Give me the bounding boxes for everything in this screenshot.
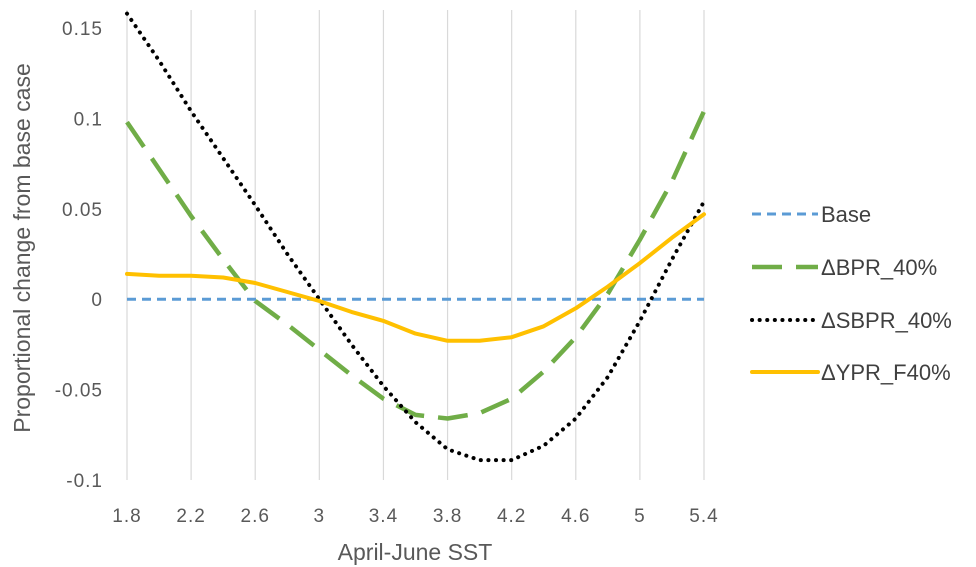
y-tick-label: -0.05 <box>55 381 103 402</box>
y-tick-label: 0.1 <box>74 109 103 130</box>
legend-label: Base <box>821 202 871 227</box>
x-tick-label: 2.6 <box>241 506 270 527</box>
series-lines <box>125 11 707 463</box>
y-tick-label: -0.1 <box>66 471 103 492</box>
y-axis-title: Proportional change from base case <box>9 63 35 433</box>
y-tick-labels: 0.15 0.1 0.05 0 -0.05 -0.1 <box>55 19 103 492</box>
legend: Base ΔBPR_40% ΔSBPR_40% ΔYPR_F40% <box>750 202 952 385</box>
x-tick-labels: 1.8 2.2 2.6 3 3.4 3.8 4.2 4.6 5 5.4 <box>112 506 718 527</box>
legend-label: ΔYPR_F40% <box>821 360 951 385</box>
x-tick-label: 1.8 <box>112 506 141 527</box>
gridlines <box>126 10 705 480</box>
series-line <box>125 11 706 463</box>
x-tick-label: 3 <box>314 506 326 527</box>
y-tick-label: 0 <box>91 290 103 311</box>
x-tick-label: 4.2 <box>497 506 526 527</box>
x-tick-label: 5 <box>634 506 646 527</box>
y-tick-label: 0.05 <box>62 200 103 221</box>
x-tick-label: 3.8 <box>433 506 462 527</box>
x-tick-label: 2.2 <box>176 506 205 527</box>
legend-label: ΔBPR_40% <box>821 255 937 280</box>
x-tick-label: 5.4 <box>689 506 718 527</box>
x-tick-label: 3.4 <box>369 506 398 527</box>
series-line <box>125 110 707 421</box>
x-tick-label: 4.6 <box>561 506 590 527</box>
legend-label: ΔSBPR_40% <box>821 308 952 333</box>
y-tick-label: 0.15 <box>62 19 103 40</box>
series-line <box>125 212 706 343</box>
x-axis-title: April-June SST <box>338 539 493 565</box>
